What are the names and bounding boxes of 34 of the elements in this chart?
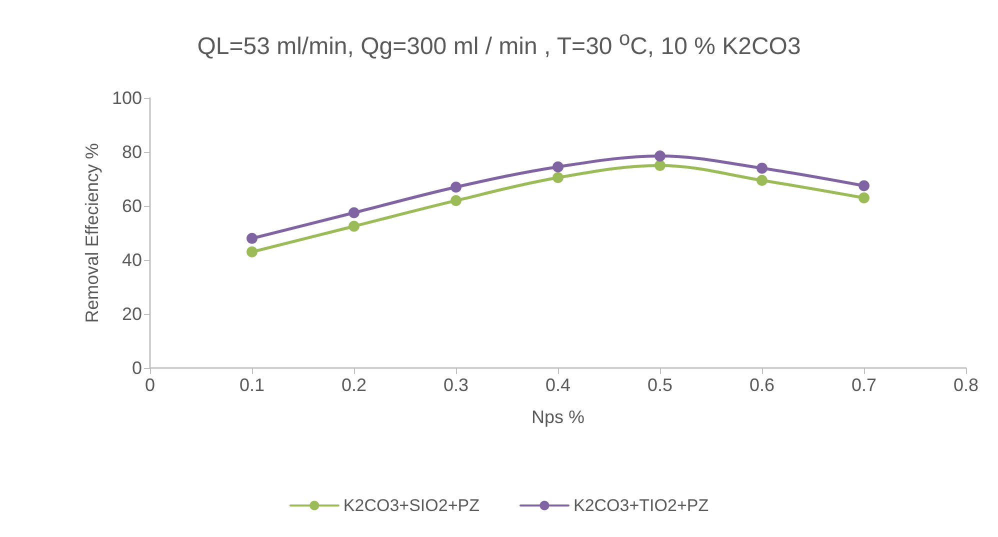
point	[552, 172, 564, 184]
x-tick-label: 0.5	[647, 375, 673, 395]
point	[246, 232, 258, 244]
x-tick-label: 0	[144, 375, 156, 395]
y-tick-label: 20	[122, 304, 142, 324]
y-tick-label: 60	[122, 196, 142, 216]
y-tick-label: 0	[132, 358, 142, 378]
legend-label: K2CO3+TIO2+PZ	[573, 496, 709, 515]
x-tick-label: 0.7	[851, 375, 877, 395]
x-tick-label: 0.4	[545, 375, 571, 395]
x-tick-label: 0.6	[749, 375, 775, 395]
x-tick-label: 0.8	[953, 375, 979, 395]
x-tick-label: 0.3	[443, 375, 469, 395]
x-axis-title: Nps %	[531, 407, 585, 427]
point	[654, 160, 666, 171]
point	[858, 180, 870, 192]
y-tick-label: 40	[122, 250, 142, 270]
point	[552, 161, 564, 172]
point	[654, 150, 666, 162]
point	[246, 246, 258, 258]
y-tick-label: 80	[122, 142, 142, 162]
legend-label: K2CO3+SIO2+PZ	[343, 496, 480, 515]
chart-title: QL=53 ml/min, Qg=300 ml / min , T=30 $^{o}$C, 10 % K2CO3	[196, 28, 802, 61]
point	[348, 220, 360, 232]
y-axis-title: Removal Effeciency %	[82, 143, 102, 323]
point	[756, 162, 768, 174]
point	[348, 207, 360, 218]
point	[756, 174, 768, 186]
x-tick-label: 0.2	[341, 375, 367, 395]
point	[858, 192, 870, 204]
y-tick-label: 100	[112, 88, 142, 108]
point	[450, 195, 462, 206]
point	[450, 182, 462, 193]
x-tick-label: 0.1	[239, 375, 265, 395]
